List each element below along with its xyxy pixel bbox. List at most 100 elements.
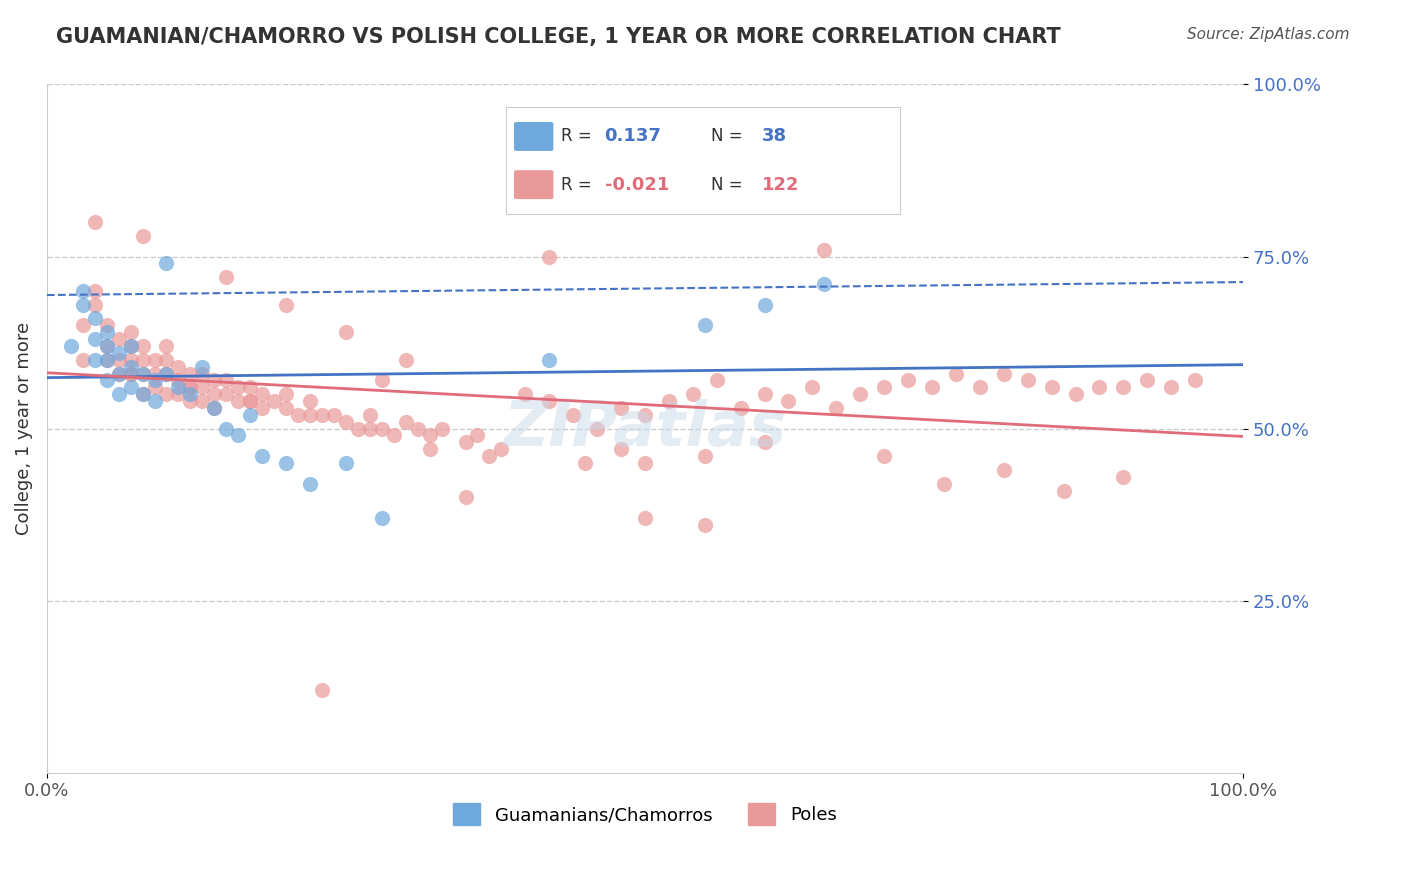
Point — [72, 298, 94, 312]
Point — [873, 380, 896, 394]
FancyBboxPatch shape — [515, 170, 554, 199]
Point — [202, 373, 225, 387]
Point — [120, 339, 142, 353]
Text: 0.137: 0.137 — [605, 128, 661, 145]
Point — [311, 683, 333, 698]
Text: R =: R = — [561, 176, 598, 194]
Point — [239, 408, 262, 422]
Point — [478, 449, 501, 463]
Point — [143, 380, 166, 394]
Point — [754, 435, 776, 450]
Point — [239, 394, 262, 409]
Point — [131, 387, 153, 401]
Point — [155, 339, 177, 353]
Point — [813, 277, 835, 291]
Point — [155, 387, 177, 401]
Text: 38: 38 — [762, 128, 787, 145]
Point — [491, 442, 513, 457]
Point — [96, 318, 118, 333]
Point — [179, 380, 201, 394]
Point — [1160, 380, 1182, 394]
Point — [897, 373, 920, 387]
Point — [287, 408, 309, 422]
Point — [1052, 483, 1074, 498]
Point — [120, 359, 142, 374]
Legend: Guamanians/Chamorros, Poles: Guamanians/Chamorros, Poles — [446, 796, 844, 832]
Point — [274, 401, 297, 415]
Point — [825, 401, 848, 415]
Y-axis label: College, 1 year or more: College, 1 year or more — [15, 322, 32, 535]
Point — [1017, 373, 1039, 387]
Point — [72, 284, 94, 298]
Point — [634, 408, 657, 422]
Point — [406, 421, 429, 435]
Point — [274, 298, 297, 312]
Point — [143, 373, 166, 387]
Point — [299, 394, 322, 409]
Point — [1040, 380, 1063, 394]
Point — [754, 387, 776, 401]
Point — [849, 387, 872, 401]
Point — [131, 367, 153, 381]
Point — [96, 339, 118, 353]
Point — [359, 408, 381, 422]
Point — [274, 387, 297, 401]
Point — [155, 256, 177, 270]
Point — [382, 428, 405, 442]
Point — [131, 339, 153, 353]
Point — [932, 476, 955, 491]
Point — [131, 387, 153, 401]
Point — [299, 408, 322, 422]
Point — [274, 456, 297, 470]
Point — [371, 511, 394, 525]
Point — [467, 428, 489, 442]
Point — [311, 408, 333, 422]
Text: GUAMANIAN/CHAMORRO VS POLISH COLLEGE, 1 YEAR OR MORE CORRELATION CHART: GUAMANIAN/CHAMORRO VS POLISH COLLEGE, 1 … — [56, 27, 1062, 46]
Point — [1112, 380, 1135, 394]
Point — [191, 359, 214, 374]
Point — [634, 456, 657, 470]
Point — [215, 373, 238, 387]
Point — [202, 401, 225, 415]
Point — [155, 367, 177, 381]
Point — [83, 311, 105, 326]
Point — [179, 380, 201, 394]
Point — [131, 352, 153, 367]
Point — [72, 352, 94, 367]
Point — [107, 346, 129, 360]
Point — [730, 401, 752, 415]
Point — [83, 215, 105, 229]
Point — [706, 373, 728, 387]
Point — [120, 380, 142, 394]
Point — [1136, 373, 1159, 387]
Point — [454, 435, 477, 450]
Point — [250, 401, 273, 415]
Point — [634, 511, 657, 525]
Point — [131, 228, 153, 243]
Point — [419, 428, 441, 442]
Point — [610, 442, 633, 457]
Point — [131, 367, 153, 381]
Point — [120, 367, 142, 381]
Point — [574, 456, 596, 470]
Point — [993, 367, 1015, 381]
Point — [921, 380, 943, 394]
Point — [1112, 469, 1135, 483]
Point — [693, 449, 716, 463]
Point — [107, 367, 129, 381]
Point — [59, 339, 82, 353]
Point — [693, 318, 716, 333]
Point — [143, 352, 166, 367]
Point — [323, 408, 346, 422]
Point — [371, 421, 394, 435]
Point — [143, 367, 166, 381]
Point — [107, 367, 129, 381]
Point — [586, 421, 609, 435]
Point — [515, 387, 537, 401]
Point — [167, 380, 190, 394]
Point — [335, 325, 357, 339]
Point — [658, 394, 681, 409]
Point — [167, 373, 190, 387]
Point — [96, 352, 118, 367]
Point — [107, 387, 129, 401]
